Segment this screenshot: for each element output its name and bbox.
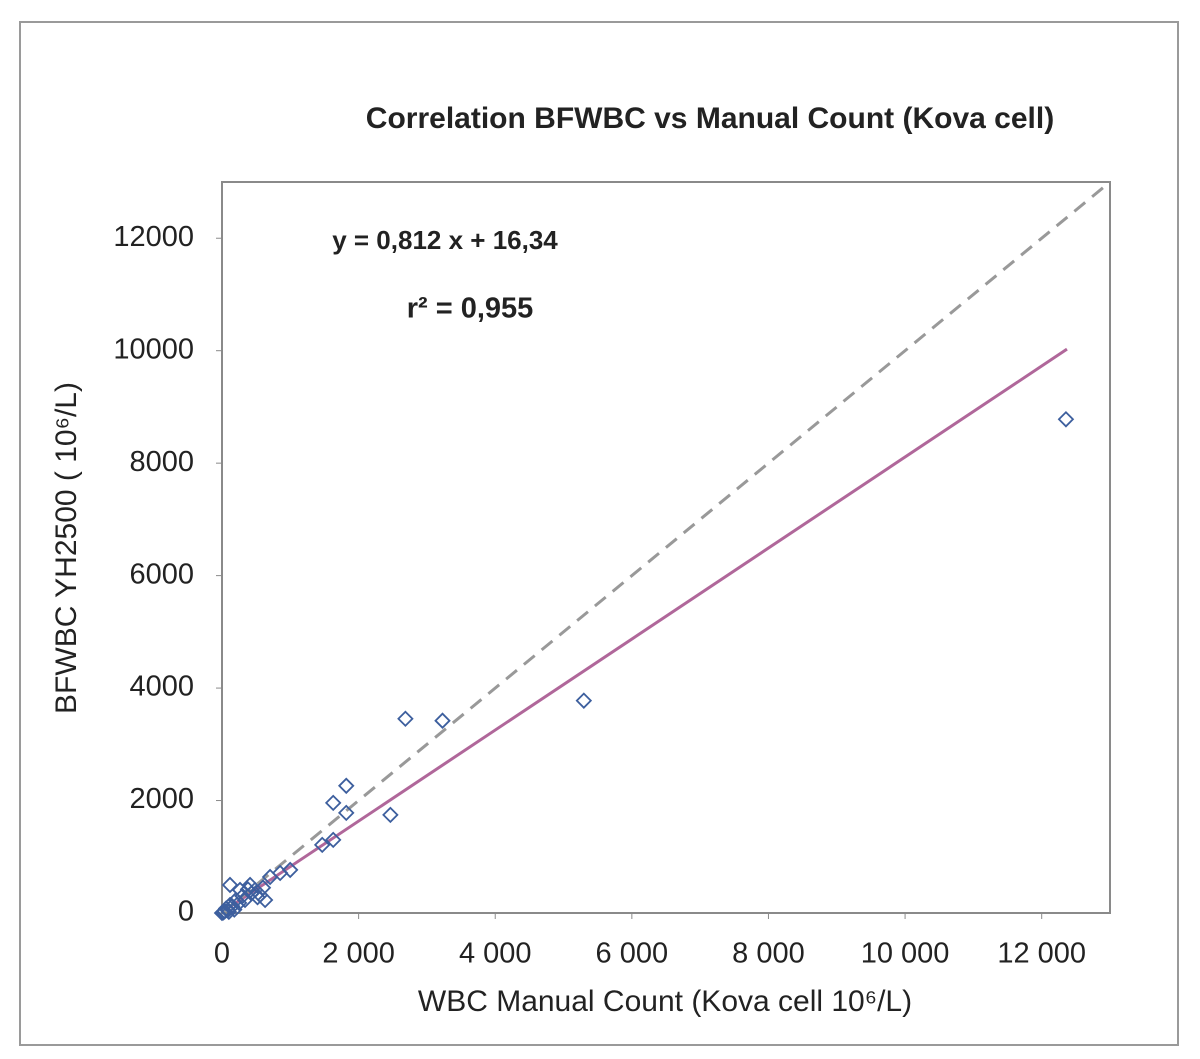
point [281,861,299,879]
x-tick-label: 4 000 [459,938,532,970]
point [397,710,414,727]
identity-line [221,180,1111,915]
point [434,712,451,729]
y-tick-label: 10000 [113,333,194,365]
point [221,876,239,894]
y-tick-label: 12000 [113,221,194,253]
x-tick-label: 0 [214,938,230,970]
x-tick-label: 8 000 [732,938,805,970]
y-tick-label: 4000 [129,671,194,703]
chart-title: Correlation BFWBC vs Manual Count (Kova … [366,102,1054,135]
regression-line [221,347,1068,914]
plot-area [221,181,1111,914]
x-tick-label: 6 000 [596,938,669,970]
y-tick-label: 8000 [129,446,194,478]
point [261,868,279,886]
point [220,903,238,921]
y-axis-label: BFWBC YH2500 ( 10⁶/L) [50,382,83,714]
point [241,876,259,894]
point [324,831,342,849]
point [230,894,248,912]
frame [19,21,1179,1046]
point [223,897,241,915]
point [324,794,342,812]
x-tick-label: 2 000 [322,938,395,970]
x-axis-label: WBC Manual Count (Kova cell 10⁶/L) [418,985,912,1018]
point [337,804,355,822]
point [575,692,593,709]
y-tick-label: 6000 [129,558,194,590]
point [256,891,274,909]
x-tick-label: 12 000 [997,938,1086,970]
point [254,879,272,896]
r-squared: r² = 0,955 [407,293,534,325]
point [226,901,243,918]
point [382,806,399,824]
y-tick-label: 0 [178,896,194,928]
point [313,836,331,854]
point [337,777,355,795]
point [1057,411,1075,428]
point [234,887,251,905]
equation: y = 0,812 x + 16,34 [332,225,558,255]
x-tick-label: 10 000 [861,938,950,970]
point [271,864,289,882]
point [215,904,232,921]
y-tick-label: 2000 [129,783,194,815]
